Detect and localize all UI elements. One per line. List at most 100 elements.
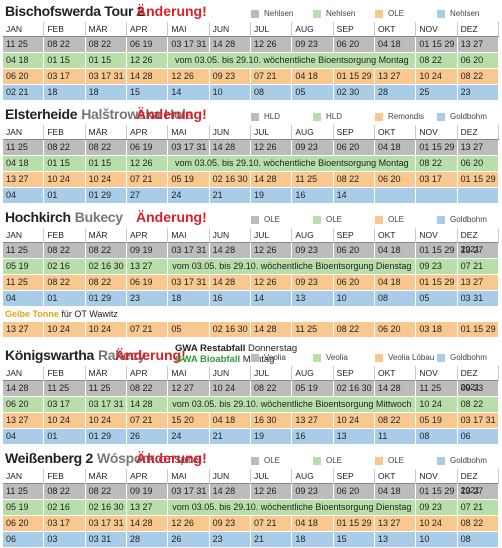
date-cell: 03 17 31 [458,413,499,428]
date-cell: 11 25 [3,37,45,52]
date-cell: 07 21 [251,69,293,84]
month-label: DEZ 2021 [458,469,499,497]
legend-label: Goldbohm [450,112,487,121]
date-cell: 11 25 [416,381,458,396]
date-cell: 02 16 30 [210,322,251,337]
row-label: Gelbe Tonne für OT Wawitz [3,307,499,322]
month-label: AUG [292,125,334,139]
date-cell: 05 19 [416,413,458,428]
legend-swatch [437,353,445,362]
date-cell: 10 24 [86,413,127,428]
legend-label: HLD [264,112,281,121]
month-label: JAN [3,125,45,139]
legend-item: Veolia [313,353,375,362]
date-row: 04 01 01 29 26 24 21 19 16 13 11 08 06 [3,429,499,445]
month-label: MAI [168,125,210,139]
date-cell: 03 31 [86,532,127,547]
date-cell: 12 26 [168,69,210,84]
date-cell: 08 22 [44,275,86,290]
month-label: SEP [334,366,375,394]
note-rest: Donnerstag [248,343,298,354]
month-label: JUN [210,125,251,139]
date-cell: 13 27 [458,37,499,52]
date-cell: 14 [334,188,375,203]
date-cell: 04 18 [292,69,334,84]
date-cell: 14 28 [210,275,251,290]
month-label: APR [127,228,169,256]
legend-swatch [251,353,259,362]
date-cell: 14 [251,291,293,306]
legend-label: OLE [264,215,281,224]
month-header: JAN FEB MÄR APR MAI JUN JUL AUG SEP OKT NOV DEZ 202… [3,366,499,394]
date-cell: 08 22 [127,381,169,396]
date-cell: 14 28 [3,381,45,396]
legend-swatch [313,112,321,121]
date-cell: 03 17 [44,397,86,412]
bio-note: vom 03.05. bis 29.10. wöchentliche Bioen… [168,53,417,68]
date-cell: 18 [292,532,334,547]
sorbian-name: Bukecy [74,209,123,225]
month-label: AUG [292,366,334,394]
date-cell: 10 24 [416,69,458,84]
month-label: JAN [3,228,45,256]
date-cell: 16 [292,188,334,203]
date-cell: 11 [375,429,417,444]
month-label: OKT [375,228,417,256]
date-cell: 02 16 [44,259,86,274]
legend-item: OLE [251,215,313,224]
date-cell: 10 24 [210,381,251,396]
date-cell: 26 [168,532,210,547]
month-label: NOV [416,228,458,256]
date-cell: 12 26 [251,37,293,52]
date-cell: 04 [3,188,45,203]
month-label: APR [127,22,169,36]
date-cell: 08 22 [334,322,375,337]
legend-item: OLE [375,215,437,224]
legend-swatch [313,353,321,362]
place-name: Weißenberg 2 [5,450,93,466]
legend-label: OLE [264,456,281,465]
date-cell: 08 22 [86,275,127,290]
date-cell: 04 [3,429,45,444]
date-cell: 01 29 [86,429,127,444]
date-cell: 13 27 [127,500,169,515]
date-cell: 14 28 [127,69,169,84]
date-cell: 13 [292,291,334,306]
month-label: JAN [3,469,45,497]
date-cell: 11 25 [292,172,334,187]
date-cell: 03 17 31 [168,484,210,499]
month-label: JUL [251,228,293,256]
legend-item: OLE [375,456,437,465]
date-cell: 05 [292,85,334,100]
date-cell: 16 [292,429,334,444]
date-cell: 12 26 [251,484,293,499]
date-cell: 10 24 [416,516,458,531]
section-title: Hochkirch Bukecy [5,209,123,225]
date-cell: 08 [251,85,293,100]
date-cell: 14 28 [210,140,251,155]
legend-swatch [375,353,383,362]
date-cell: 06 20 [375,172,417,187]
date-cell: 09 23 [458,381,499,396]
date-cell: 14 28 [251,322,293,337]
legend-item: Goldbohm [437,112,499,121]
date-cell: 01 [44,429,86,444]
month-label: JUL [251,469,293,497]
date-cell: 01 29 [86,291,127,306]
date-row: 06 20 03 17 03 17 31 14 28 12 26 09 23 07 21 04… [3,69,499,85]
date-cell: 08 22 [86,140,127,155]
date-cell: 01 15 [86,156,127,171]
legend-swatch [437,112,445,121]
date-cell: 06 20 [334,37,375,52]
legend-swatch [251,456,259,465]
date-cell: 13 27 [3,413,45,428]
date-cell: 13 27 [458,243,499,258]
legend-item: OLE [251,456,313,465]
section-header: Königswartha Rakecy Änderung! GWA Restabfal… [3,340,499,366]
month-label: MÄR [86,22,127,36]
date-cell: 18 [86,85,127,100]
month-header: JAN FEB MÄR APR MAI JUN JUL AUG SEP OKT NOV DEZ [3,22,499,37]
month-header: JAN FEB MÄR APR MAI JUN JUL AUG SEP OKT NOV DEZ 202… [3,469,499,497]
legend-swatch [437,215,445,224]
month-label: MAI [168,366,210,394]
